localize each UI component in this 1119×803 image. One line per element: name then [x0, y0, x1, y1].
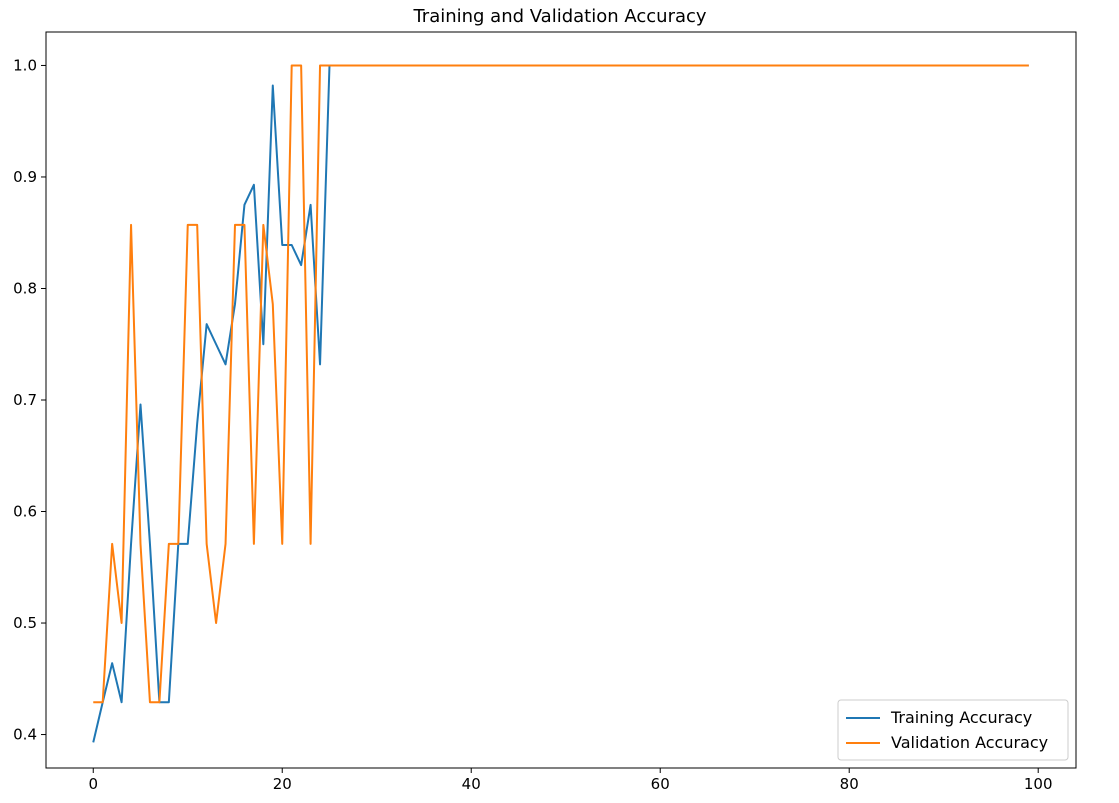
axes-frame: [45, 31, 1077, 769]
series-line-validation-accuracy: [93, 64, 1029, 704]
x-tick-label: 80: [840, 775, 859, 793]
y-tick-label: 1.0: [13, 56, 37, 74]
legend-label-validation-accuracy: Validation Accuracy: [891, 733, 1048, 752]
chart-title: Training and Validation Accuracy: [412, 6, 706, 27]
legend-box: [837, 699, 1069, 761]
x-tick-label: 0: [88, 775, 98, 793]
y-tick-label: 0.7: [13, 391, 37, 409]
y-tick-label: 0.4: [13, 726, 37, 744]
y-tick-label: 0.9: [13, 168, 37, 186]
y-tick-label: 0.5: [13, 614, 37, 632]
x-axis: 0 20 40 60 80 100: [88, 768, 1053, 793]
series-line-training-accuracy: [92, 64, 1029, 743]
legend: Training Accuracy Validation Accuracy: [837, 699, 1069, 761]
plot-area: [92, 64, 1029, 743]
legend-label-training-accuracy: Training Accuracy: [890, 708, 1032, 727]
x-tick-label: 20: [273, 775, 292, 793]
y-tick-label: 0.6: [13, 503, 37, 521]
x-tick-label: 60: [651, 775, 670, 793]
y-tick-label: 0.8: [13, 279, 37, 297]
y-axis: 0.4 0.5 0.6 0.7 0.8 0.9 1.0: [13, 56, 46, 744]
x-tick-label: 100: [1024, 775, 1053, 793]
x-tick-label: 40: [462, 775, 481, 793]
